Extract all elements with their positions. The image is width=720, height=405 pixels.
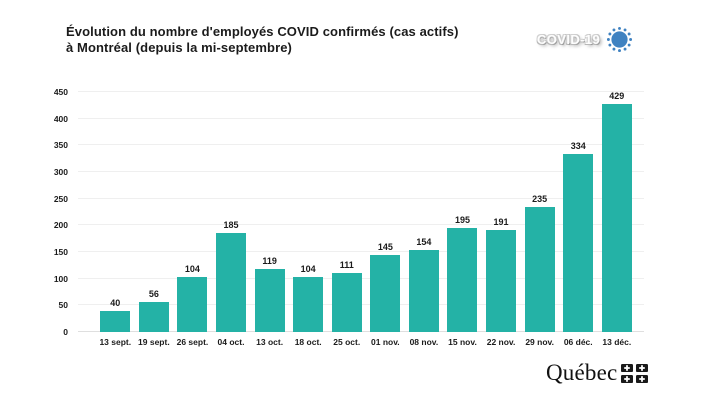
covid-badge: COVID-19	[537, 26, 633, 53]
bar-value-label: 195	[454, 215, 470, 225]
x-tick-label: 15 nov.	[448, 337, 477, 347]
x-tick-label: 06 déc.	[563, 337, 593, 347]
x-tick-label: 26 sept.	[176, 337, 209, 347]
bar-slot: 56	[135, 92, 174, 332]
bar-slot: 429	[598, 92, 637, 332]
bar-slot: 111	[327, 92, 366, 332]
x-tick-label: 25 oct.	[333, 337, 361, 347]
bar-chart: 40 56 104 185 119 104 111 145 154 195 191 235 334 429	[78, 91, 644, 332]
bar-value-label: 104	[184, 263, 200, 274]
y-tick-label: 450	[53, 87, 68, 97]
bar	[138, 302, 169, 332]
x-tick-label: 29 nov.	[525, 337, 554, 347]
y-tick-label: 50	[58, 300, 68, 311]
bar-value-label: 185	[223, 220, 239, 231]
bar-value-label: 429	[609, 91, 625, 101]
y-tick-label: 300	[53, 167, 68, 178]
bar-slot: 40	[96, 92, 135, 332]
x-tick-label: 22 nov.	[486, 337, 516, 347]
bar-value-label: 56	[148, 289, 159, 300]
bar	[254, 268, 285, 332]
bar	[601, 104, 632, 332]
bar-slot: 334	[559, 92, 598, 332]
bar-slot: 104	[173, 92, 212, 332]
gridline	[78, 171, 644, 173]
bar	[524, 206, 555, 332]
bar	[563, 153, 594, 332]
gridline	[78, 197, 644, 199]
bar-slot: 154	[405, 92, 444, 332]
gridline	[78, 144, 644, 146]
y-tick-label: 350	[53, 140, 68, 151]
quebec-logo: Québec	[546, 360, 649, 385]
x-tick-label: 13 oct.	[256, 337, 284, 347]
x-tick-label: 08 nov.	[409, 337, 439, 347]
bar-value-label: 111	[339, 259, 354, 270]
bar-value-label: 154	[416, 236, 432, 247]
bar	[486, 230, 517, 332]
bar-slot: 104	[289, 92, 328, 332]
x-tick-label: 01 nov.	[371, 337, 400, 347]
x-tick-label: 19 sept.	[138, 337, 170, 347]
chart-title: Évolution du nombre d'employés COVID con…	[66, 24, 459, 56]
x-axis: 13 sept. 19 sept. 26 sept. 04 oct. 13 oct. 18…	[96, 337, 636, 347]
gridline	[78, 91, 644, 92]
bar-value-label: 235	[532, 193, 548, 204]
gridline	[78, 117, 644, 119]
x-tick-label: 04 oct.	[217, 337, 245, 347]
x-tick-label: 13 sept.	[99, 337, 132, 347]
y-tick-label: 200	[53, 220, 68, 231]
y-tick-label: 250	[53, 193, 68, 204]
y-axis: 0 50 100 150 200 250 300 350 400 450	[36, 87, 68, 337]
bar	[216, 233, 247, 332]
gridline	[78, 224, 644, 226]
bar-slot: 195	[443, 92, 482, 332]
bar	[331, 272, 362, 332]
bar-slot: 191	[482, 92, 521, 332]
quebec-wordmark: Québec	[546, 360, 618, 385]
bar	[177, 276, 208, 332]
y-tick-label: 0	[63, 327, 68, 337]
virus-icon	[607, 26, 633, 53]
quebec-flag-icon	[621, 364, 649, 383]
y-tick-label: 400	[53, 113, 68, 124]
x-tick-label: 18 oct.	[294, 337, 322, 347]
bar	[447, 228, 478, 332]
bar-value-label: 104	[300, 263, 316, 274]
bar	[408, 249, 439, 332]
covid-badge-label: COVID-19	[537, 32, 601, 47]
bar-slot: 185	[212, 92, 251, 332]
bar-slot: 235	[520, 92, 559, 332]
bar-slot: 145	[366, 92, 405, 332]
bar-value-label: 145	[377, 241, 393, 252]
bar-value-label: 119	[262, 255, 277, 266]
x-tick-label: 13 déc.	[602, 337, 632, 347]
bar	[370, 254, 401, 332]
bar-slot: 119	[250, 92, 289, 332]
bar-value-label: 191	[493, 217, 509, 228]
bar	[293, 276, 324, 332]
bar-value-label: 334	[570, 140, 586, 151]
bar	[100, 310, 131, 332]
y-tick-label: 100	[53, 273, 68, 284]
bar-value-label: 40	[110, 297, 121, 308]
chart-title-line1: Évolution du nombre d'employés COVID con…	[66, 24, 459, 39]
gridline	[78, 251, 644, 253]
bars-container: 40 56 104 185 119 104 111 145 154 195 191 235 334 429	[78, 92, 644, 332]
chart-title-line2: à Montréal (depuis la mi-septembre)	[66, 40, 292, 55]
y-tick-label: 150	[53, 247, 68, 258]
